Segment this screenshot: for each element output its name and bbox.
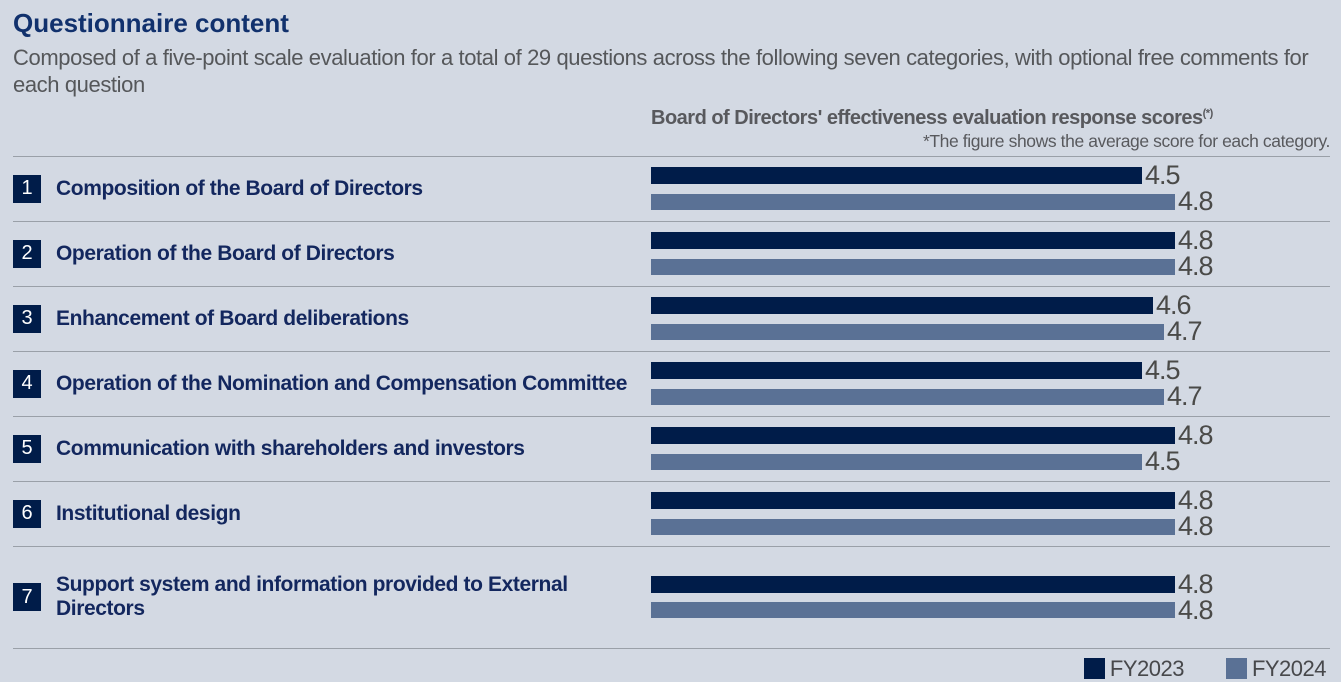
fy2024-value: 4.8 <box>1178 186 1214 217</box>
bars-cell: 4.8 4.5 <box>651 420 1330 477</box>
fy2023-bar <box>651 167 1142 185</box>
bars-cell: 4.6 4.7 <box>651 290 1330 347</box>
fy2024-bar-line: 4.7 <box>651 381 1330 412</box>
chart-title: Board of Directors' effectiveness evalua… <box>651 107 1330 130</box>
fy2024-bar <box>651 388 1164 405</box>
fy2024-bar-line: 4.7 <box>651 316 1330 347</box>
bars-cell: 4.5 4.8 <box>651 160 1330 217</box>
bar-chart: 1 Composition of the Board of Directors … <box>13 155 1330 649</box>
bars-cell: 4.8 4.8 <box>651 225 1330 282</box>
fy2024-value: 4.7 <box>1167 381 1203 412</box>
fy2024-bar-line: 4.8 <box>651 186 1330 217</box>
legend-item: FY2023 <box>1083 655 1185 682</box>
fy2023-bar <box>651 297 1153 315</box>
fy2023-bar-line: 4.5 <box>651 160 1330 191</box>
category-cell: 4 Operation of the Nomination and Compen… <box>13 369 651 398</box>
fy2024-value: 4.8 <box>1178 511 1214 542</box>
page-title: Questionnaire content <box>13 8 289 38</box>
fy2023-value: 4.6 <box>1156 290 1192 321</box>
fy2023-value: 4.8 <box>1178 225 1214 256</box>
fy2023-bar-line: 4.8 <box>651 485 1330 516</box>
category-number-badge: 1 <box>13 174 41 203</box>
category-label: Operation of the Board of Directors <box>56 241 395 265</box>
fy2024-bar-line: 4.8 <box>651 511 1330 542</box>
category-number-badge: 7 <box>13 583 41 612</box>
fy2024-bar-line: 4.8 <box>651 251 1330 282</box>
fy2023-bar <box>651 427 1175 445</box>
category-row: 3 Enhancement of Board deliberations 4.6… <box>13 287 1330 352</box>
category-number-badge: 6 <box>13 499 41 528</box>
category-number-badge: 3 <box>13 304 41 333</box>
fy2024-value: 4.7 <box>1167 316 1203 347</box>
category-cell: 5 Communication with shareholders and in… <box>13 434 651 463</box>
category-row: 1 Composition of the Board of Directors … <box>13 157 1330 222</box>
legend-item: FY2024 <box>1225 655 1327 682</box>
chart-header: Board of Directors' effectiveness evalua… <box>651 107 1330 152</box>
category-row: 2 Operation of the Board of Directors 4.… <box>13 222 1330 287</box>
legend-swatch <box>1083 658 1105 680</box>
fy2023-value: 4.8 <box>1178 568 1214 599</box>
fy2023-bar-line: 4.8 <box>651 225 1330 256</box>
bars-cell: 4.5 4.7 <box>651 355 1330 412</box>
fy2024-bar <box>651 323 1164 340</box>
fy2023-value: 4.5 <box>1145 355 1181 386</box>
category-label: Enhancement of Board deliberations <box>56 306 409 330</box>
page-header: Questionnaire content Composed of a five… <box>13 8 1330 99</box>
category-cell: 2 Operation of the Board of Directors <box>13 239 651 268</box>
legend-label: FY2023 <box>1109 655 1185 681</box>
chart-legend: FY2023 FY2024 <box>13 656 1330 682</box>
category-row: 7 Support system and information provide… <box>13 547 1330 649</box>
category-cell: 7 Support system and information provide… <box>13 573 651 621</box>
fy2023-value: 4.8 <box>1178 420 1214 451</box>
category-cell: 6 Institutional design <box>13 499 651 528</box>
fy2024-bar-line: 4.8 <box>651 594 1330 625</box>
fy2024-bar <box>651 258 1175 275</box>
category-label: Support system and information provided … <box>56 573 568 621</box>
fy2023-bar-line: 4.8 <box>651 568 1330 599</box>
category-row: 5 Communication with shareholders and in… <box>13 417 1330 482</box>
chart-footnote: *The figure shows the average score for … <box>922 130 1330 151</box>
fy2023-value: 4.5 <box>1145 160 1181 191</box>
category-label: Communication with shareholders and inve… <box>56 436 525 460</box>
category-row: 6 Institutional design 4.8 4.8 <box>13 482 1330 547</box>
category-number-badge: 2 <box>13 239 41 268</box>
category-row: 4 Operation of the Nomination and Compen… <box>13 352 1330 417</box>
category-label: Institutional design <box>56 501 241 525</box>
fy2024-value: 4.8 <box>1178 594 1214 625</box>
bars-cell: 4.8 4.8 <box>651 485 1330 542</box>
category-number-badge: 4 <box>13 369 41 398</box>
fy2023-bar <box>651 575 1175 593</box>
category-cell: 3 Enhancement of Board deliberations <box>13 304 651 333</box>
page-subtitle: Composed of a five-point scale evaluatio… <box>13 45 1309 97</box>
chart-title-text: Board of Directors' effectiveness evalua… <box>651 106 1203 129</box>
fy2023-bar <box>651 492 1175 510</box>
fy2024-bar-line: 4.5 <box>651 446 1330 477</box>
category-cell: 1 Composition of the Board of Directors <box>13 174 651 203</box>
fy2024-value: 4.5 <box>1145 446 1181 477</box>
fy2023-bar <box>651 232 1175 250</box>
fy2024-bar <box>651 518 1175 535</box>
fy2023-value: 4.8 <box>1178 485 1214 516</box>
fy2024-value: 4.8 <box>1178 251 1214 282</box>
fy2023-bar-line: 4.8 <box>651 420 1330 451</box>
fy2023-bar-line: 4.5 <box>651 355 1330 386</box>
legend-swatch <box>1225 658 1247 680</box>
fy2024-bar <box>651 193 1175 210</box>
category-number-badge: 5 <box>13 434 41 463</box>
category-label: Composition of the Board of Directors <box>56 176 423 200</box>
bars-cell: 4.8 4.8 <box>651 568 1330 625</box>
chart-title-footnote-marker: (*) <box>1202 107 1214 119</box>
fy2023-bar-line: 4.6 <box>651 290 1330 321</box>
category-label: Operation of the Nomination and Compensa… <box>56 371 628 395</box>
fy2023-bar <box>651 362 1142 380</box>
legend-label: FY2024 <box>1251 655 1327 681</box>
fy2024-bar <box>651 453 1142 470</box>
fy2024-bar <box>651 602 1175 619</box>
